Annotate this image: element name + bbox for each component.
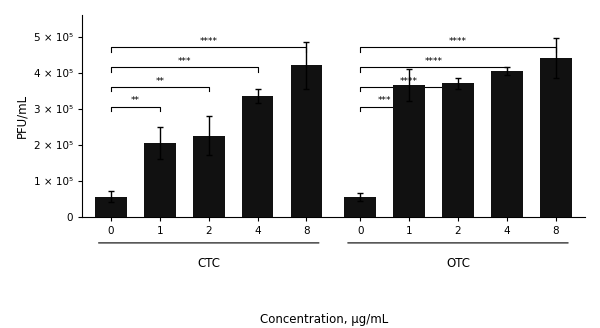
Bar: [442, 83, 474, 217]
Text: OTC: OTC: [446, 257, 470, 270]
Text: ****: ****: [449, 37, 467, 46]
Text: **: **: [155, 77, 164, 86]
Text: ***: ***: [178, 57, 191, 66]
Bar: [242, 96, 274, 217]
Bar: [540, 58, 572, 217]
Text: Concentration, µg/mL: Concentration, µg/mL: [260, 313, 388, 326]
Text: ****: ****: [200, 37, 218, 46]
Text: **: **: [131, 96, 140, 105]
Text: ****: ****: [425, 57, 443, 66]
Y-axis label: PFU/mL: PFU/mL: [15, 94, 28, 138]
Text: CTC: CTC: [197, 257, 220, 270]
Text: ***: ***: [378, 96, 391, 105]
Bar: [344, 197, 376, 217]
Bar: [144, 143, 176, 217]
Text: ****: ****: [400, 77, 418, 86]
Bar: [193, 136, 224, 217]
Bar: [95, 197, 127, 217]
Bar: [491, 71, 523, 217]
Bar: [290, 65, 322, 217]
Bar: [393, 85, 425, 217]
